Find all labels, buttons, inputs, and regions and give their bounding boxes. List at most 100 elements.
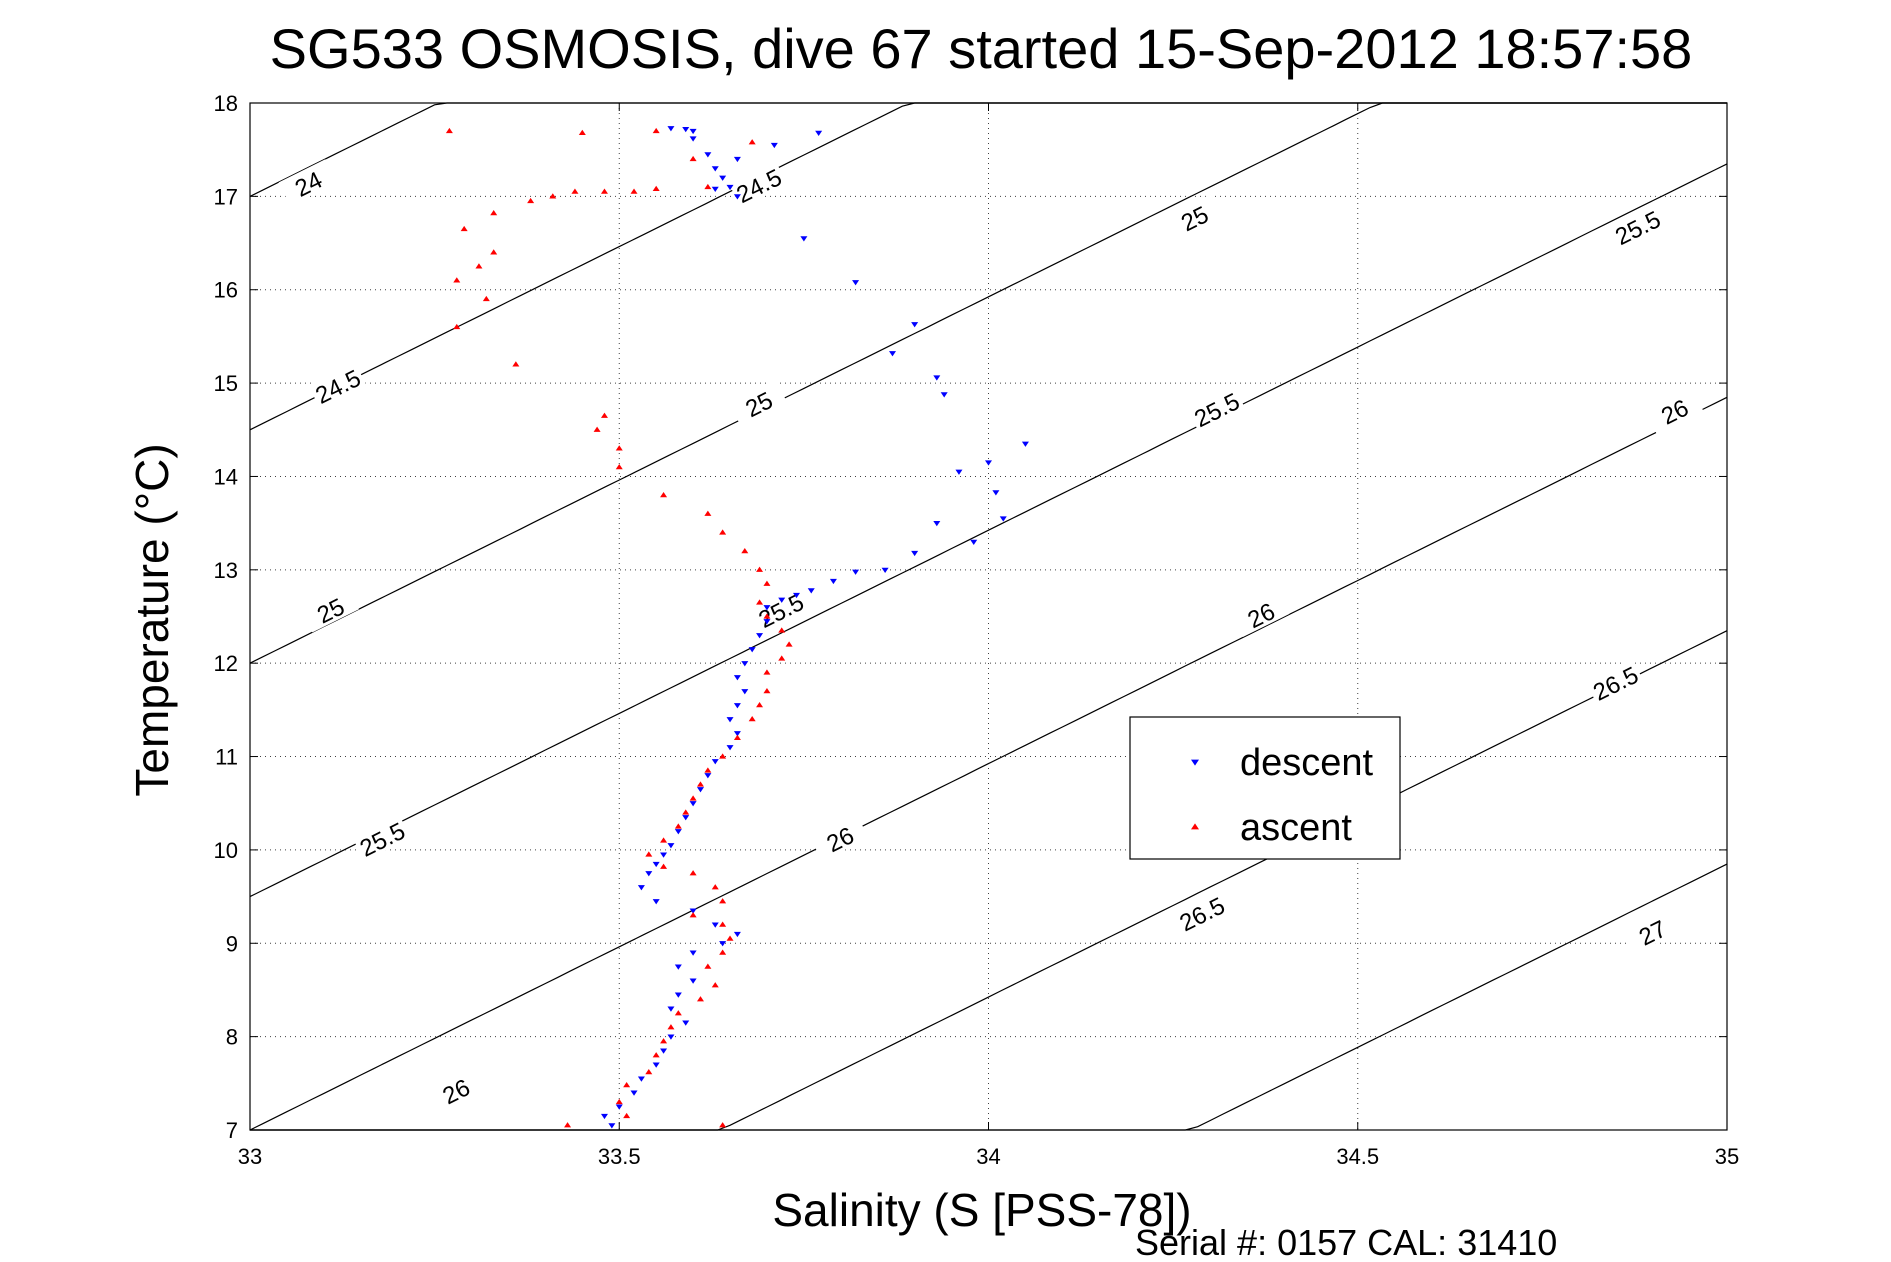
ascent-point	[719, 921, 727, 927]
ascent-point	[527, 197, 535, 204]
contour-label-mask	[1172, 889, 1231, 936]
descent-point	[800, 236, 808, 242]
ascent-point	[748, 716, 756, 722]
ascent-point	[623, 1082, 631, 1088]
y-tick-label: 10	[214, 838, 238, 863]
descent-point	[1021, 441, 1029, 447]
ascent-point	[689, 912, 697, 918]
y-tick-label: 8	[226, 1025, 238, 1050]
descent-point	[748, 647, 756, 653]
contour-label-mask	[1231, 590, 1290, 638]
y-tick-label: 13	[214, 558, 238, 583]
contour-label-mask	[426, 1066, 485, 1114]
sigma-contour-line	[249, 102, 1727, 197]
descent-point	[933, 521, 941, 527]
sigma-contour-line	[249, 102, 1727, 431]
ascent-point	[733, 734, 741, 740]
ascent-point	[719, 1122, 727, 1128]
ascent-point	[674, 823, 682, 829]
contour-label-mask	[1585, 658, 1644, 706]
descent-point	[711, 759, 719, 765]
ascent-point	[453, 323, 461, 330]
descent-legend-triangle	[1191, 759, 1199, 766]
ascent-point	[719, 753, 727, 759]
ascent-point	[615, 1098, 623, 1105]
descent-point	[711, 166, 719, 172]
y-tick-label: 14	[214, 464, 238, 489]
contour-label-mask	[810, 814, 869, 862]
x-axis-label: Salinity (S [PSS-78])	[772, 1184, 1191, 1236]
ascent-point	[645, 1068, 653, 1075]
ascent-point	[689, 155, 697, 162]
contour-label-mask	[1164, 193, 1224, 241]
ascent-point	[756, 566, 764, 572]
descent-point	[733, 156, 741, 163]
descent-point	[999, 516, 1007, 522]
sigma-contour-line	[249, 163, 1728, 898]
serial-cal-label: Serial #: 0157 CAL: 31410	[1135, 1222, 1557, 1262]
ascent-point	[763, 669, 771, 675]
ascent-point	[660, 863, 668, 869]
descent-point	[667, 126, 675, 132]
ascent-point	[600, 412, 608, 418]
axis-ticks: 33 33.5 34 34.5 35 7 8 9 10 11 12 13 14 15 16 17 18	[214, 91, 1740, 1169]
descent-point	[674, 829, 682, 835]
ascent-point	[490, 249, 498, 255]
chart-title: SG533 OSMOSIS, dive 67 started 15-Sep-20…	[270, 17, 1693, 80]
legend-ascent-marker	[1191, 823, 1199, 830]
ascent-point	[748, 139, 756, 145]
descent-point	[792, 592, 800, 599]
ascent-point	[667, 1024, 675, 1030]
descent-point	[852, 280, 860, 286]
y-tick-label: 12	[214, 651, 238, 676]
descent-point	[719, 175, 727, 181]
sigma-contour-line	[250, 630, 1728, 1131]
y-tick-label: 9	[226, 931, 238, 956]
ascent-point	[696, 781, 704, 787]
sigma-contour-line	[249, 396, 1728, 1131]
x-tick-label: 35	[1715, 1144, 1739, 1169]
descent-point	[652, 861, 660, 868]
descent-point	[770, 142, 778, 149]
ascent-point	[674, 1010, 682, 1016]
descent-point	[637, 1076, 645, 1082]
descent-point	[733, 931, 741, 938]
descent-point	[888, 351, 896, 357]
descent-point	[733, 731, 741, 737]
ascent-point	[719, 949, 727, 955]
descent-point	[911, 550, 919, 557]
y-tick-label: 18	[214, 91, 238, 116]
legend-descent-label: descent	[1240, 742, 1374, 784]
ascent-point	[763, 613, 771, 619]
descent-point	[704, 773, 712, 779]
descent-point	[667, 1034, 675, 1040]
descent-point	[911, 322, 919, 328]
descent-point	[696, 787, 704, 793]
ascent-point	[756, 702, 764, 708]
descent-point	[881, 567, 889, 573]
ascent-point	[600, 188, 608, 194]
contour-label-mask	[1187, 385, 1246, 432]
ascent-point	[623, 1112, 631, 1119]
descent-point	[682, 815, 690, 821]
descent-point	[970, 539, 978, 545]
descent-point	[711, 922, 719, 928]
descent-point	[660, 852, 668, 858]
y-tick-label: 7	[226, 1118, 238, 1143]
ascent-point	[719, 529, 727, 535]
descent-point	[674, 992, 682, 998]
contour-label-mask	[352, 814, 411, 862]
ascent-point	[763, 688, 771, 694]
ascent-point	[652, 1052, 660, 1058]
descent-point	[689, 908, 697, 914]
descent-point	[763, 619, 771, 625]
ascent-point	[763, 580, 771, 586]
descent-point	[645, 871, 653, 877]
ascent-point	[689, 870, 697, 876]
ascent-point	[593, 426, 601, 432]
descent-point	[689, 950, 697, 956]
ascent-point	[652, 185, 660, 191]
contour-label-mask	[308, 361, 367, 409]
legend: descent ascent	[1129, 716, 1401, 860]
